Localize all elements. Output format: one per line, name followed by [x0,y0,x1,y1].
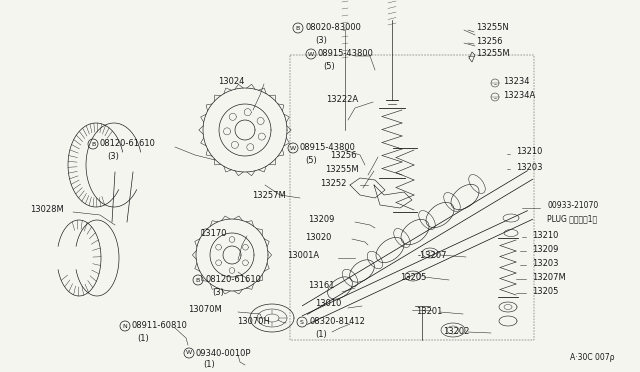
Text: 13028M: 13028M [30,205,64,215]
Text: 08320-81412: 08320-81412 [309,317,365,327]
Text: 08020-83000: 08020-83000 [305,23,361,32]
Text: A·30C 007ρ: A·30C 007ρ [570,353,614,362]
Text: 13205: 13205 [532,286,558,295]
Text: 13210: 13210 [516,148,542,157]
Text: 13256: 13256 [476,36,502,45]
Text: B: B [196,278,200,282]
Text: 13234: 13234 [503,77,529,87]
Text: 13234A: 13234A [503,92,535,100]
Text: B: B [296,26,300,31]
Text: 13255M: 13255M [476,49,509,58]
Text: 13209: 13209 [308,215,334,224]
Text: 13252: 13252 [320,179,346,187]
Text: (5): (5) [323,62,335,71]
Text: S: S [300,320,304,324]
Text: 13210: 13210 [532,231,558,240]
Text: W: W [290,145,296,151]
Text: (1): (1) [315,330,327,340]
Text: (1): (1) [203,360,215,369]
Text: 13205: 13205 [400,273,426,282]
Text: (1): (1) [137,334,148,343]
Text: 13222A: 13222A [326,96,358,105]
Text: 13209: 13209 [532,244,558,253]
Text: (5): (5) [305,157,317,166]
Text: 13001A: 13001A [287,251,319,260]
Text: 13070H: 13070H [237,317,270,326]
Text: 13255M: 13255M [325,164,358,173]
Text: 08915-43800: 08915-43800 [318,49,374,58]
Text: 13203: 13203 [532,259,559,267]
Text: 08915-43800: 08915-43800 [300,144,356,153]
Text: (3): (3) [107,153,119,161]
Text: 13070M: 13070M [188,305,221,314]
Text: PLUG プラグ（1）: PLUG プラグ（1） [547,215,597,224]
Text: 00933-21070: 00933-21070 [547,202,598,211]
Text: (3): (3) [212,289,224,298]
Text: 13202: 13202 [443,327,469,336]
Text: 08911-60810: 08911-60810 [132,321,188,330]
Text: 09340-0010P: 09340-0010P [196,349,252,357]
Text: 13201: 13201 [416,308,442,317]
Text: 13020: 13020 [305,232,332,241]
Text: (3): (3) [315,36,327,45]
Text: 08120-61610: 08120-61610 [205,276,261,285]
Text: W: W [186,350,192,356]
Text: 13257M: 13257M [252,192,285,201]
Text: 13203: 13203 [516,163,543,171]
Text: 13161: 13161 [308,282,335,291]
Text: 13010: 13010 [315,299,341,308]
Text: -13207: -13207 [418,250,447,260]
Text: 13024: 13024 [218,77,244,87]
Text: 13170: 13170 [200,230,227,238]
Text: 13207M: 13207M [532,273,566,282]
Text: 08120-61610: 08120-61610 [100,140,156,148]
Text: N: N [123,324,127,328]
Text: B: B [91,141,95,147]
Text: 13255N: 13255N [476,23,509,32]
Text: W: W [308,51,314,57]
Text: 13256: 13256 [330,151,356,160]
